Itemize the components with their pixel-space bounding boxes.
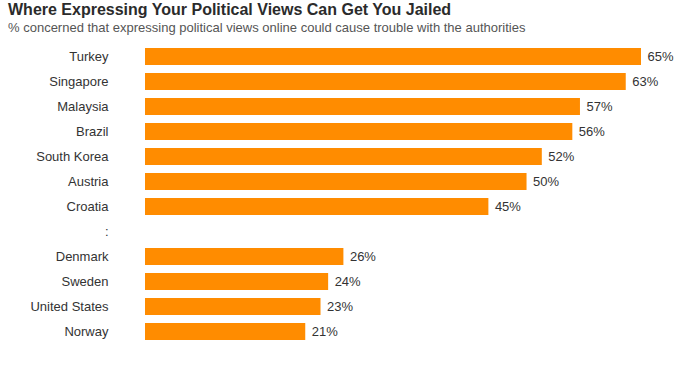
svg-text:Denmark: Denmark — [56, 249, 109, 264]
svg-text:21%: 21% — [312, 324, 338, 339]
svg-text:Singapore: Singapore — [49, 74, 108, 89]
svg-text::: : — [105, 224, 109, 239]
svg-text:United States: United States — [30, 299, 109, 314]
svg-text:South Korea: South Korea — [36, 149, 109, 164]
svg-text:45%: 45% — [495, 199, 521, 214]
svg-text:Sweden: Sweden — [62, 274, 109, 289]
svg-text:Malaysia: Malaysia — [57, 99, 109, 114]
html-text:Where Expressing Your Politica: Where Expressing Your Political Views Ca… — [8, 1, 452, 18]
html-text:% concerned that expressing po: % concerned that expressing political vi… — [8, 20, 526, 35]
svg-text:Turkey: Turkey — [69, 49, 109, 64]
svg-text:23%: 23% — [327, 299, 353, 314]
svg-text:Brazil: Brazil — [76, 124, 109, 139]
svg-text:Austria: Austria — [68, 174, 109, 189]
svg-text:65%: 65% — [648, 49, 674, 64]
svg-text:57%: 57% — [586, 99, 612, 114]
svg-text:63%: 63% — [632, 74, 658, 89]
svg-text:Croatia: Croatia — [67, 199, 110, 214]
svg-text:Norway: Norway — [64, 324, 109, 339]
svg-text:24%: 24% — [335, 274, 361, 289]
svg-text:52%: 52% — [548, 149, 574, 164]
svg-text:50%: 50% — [533, 174, 559, 189]
svg-text:26%: 26% — [350, 249, 376, 264]
svg-text:56%: 56% — [579, 124, 605, 139]
